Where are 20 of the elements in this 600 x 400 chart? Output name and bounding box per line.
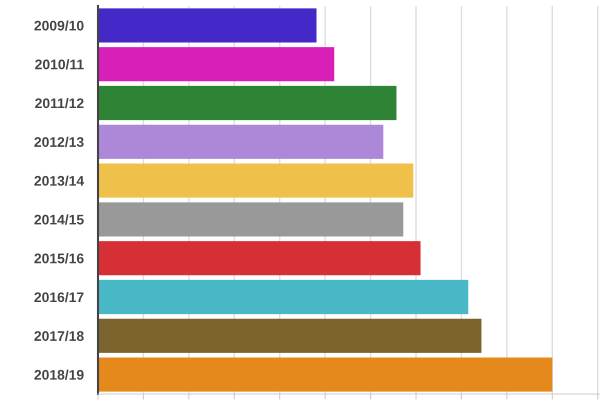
y-tick-label: 2011/12: [35, 98, 84, 108]
y-tick-label: 2015/16: [34, 253, 84, 264]
bar: [98, 358, 552, 392]
bar: [98, 164, 414, 198]
y-tick-label: 2009/10: [34, 20, 84, 31]
bar: [98, 8, 317, 42]
y-tick-label: 2017/18: [34, 330, 84, 342]
y-tick-label: 2018/19: [34, 370, 84, 380]
bar: [98, 202, 404, 236]
bar: [98, 124, 384, 159]
bar: [98, 318, 482, 353]
y-tick-label: 2013/14: [34, 176, 84, 186]
bar: [98, 241, 421, 276]
bar: [98, 47, 334, 82]
y-tick-label: 2010/11: [35, 59, 84, 70]
bar: [98, 86, 396, 120]
y-tick-label: 2012/13: [34, 136, 84, 148]
y-tick-label: 2016/17: [34, 292, 84, 302]
bar: [98, 280, 468, 314]
y-tick-label: 2014/15: [34, 214, 84, 225]
